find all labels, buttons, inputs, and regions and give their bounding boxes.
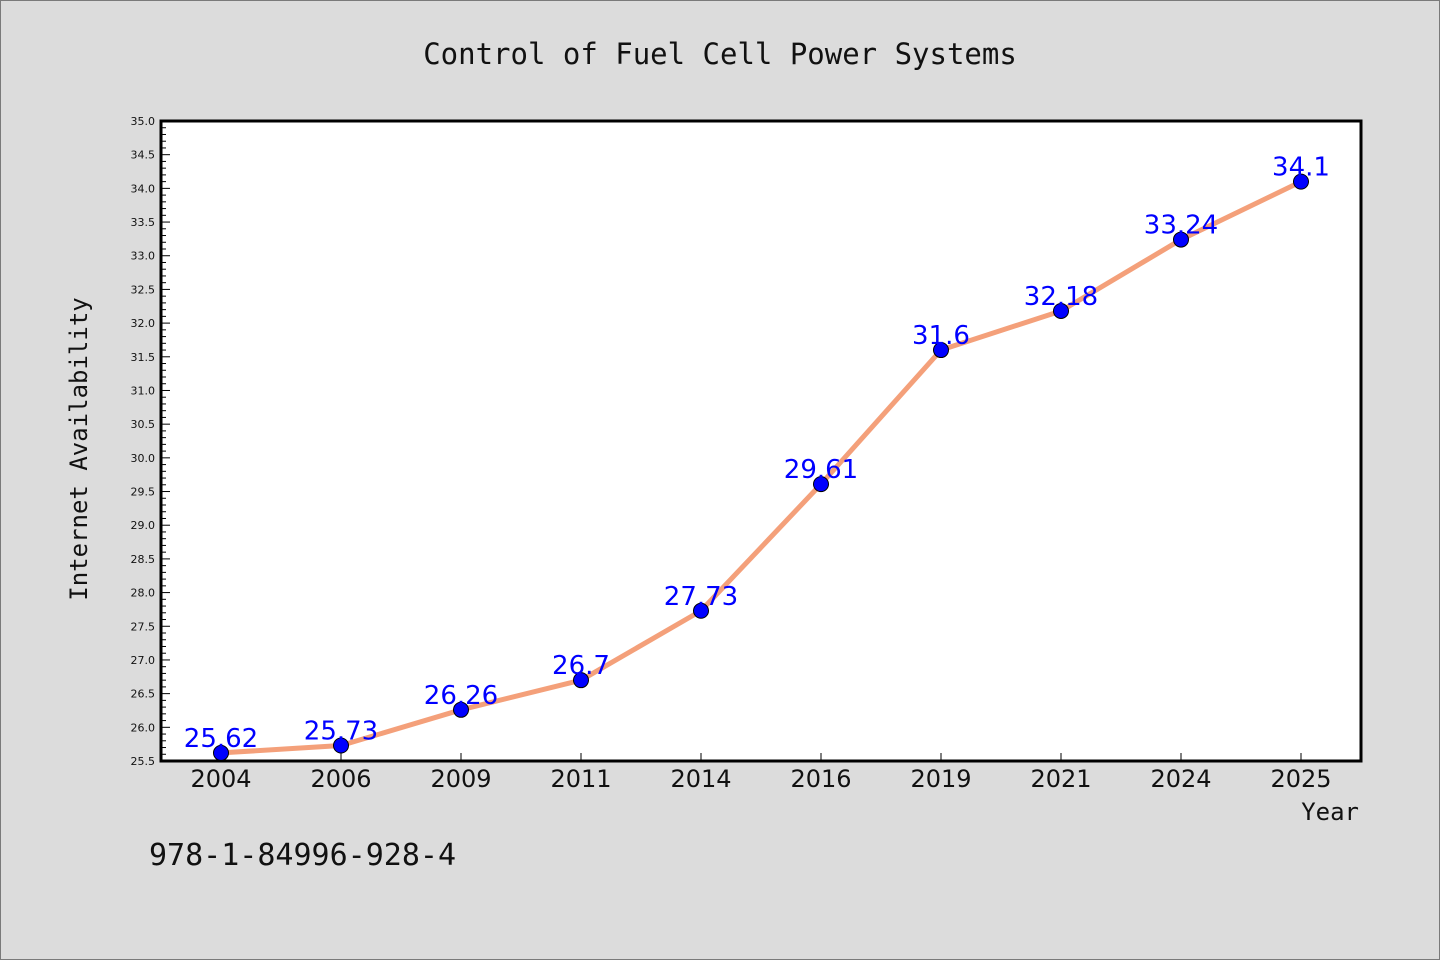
- y-tick-label: 25.5: [131, 755, 156, 768]
- data-label: 31.6: [912, 321, 970, 351]
- chart-title: Control of Fuel Cell Power Systems: [423, 37, 1017, 71]
- data-label: 33.24: [1144, 211, 1218, 241]
- y-tick-label: 34.5: [131, 149, 156, 162]
- y-tick-label: 31.0: [131, 384, 156, 397]
- x-tick-label: 2004: [190, 765, 251, 793]
- x-tick-label: 2019: [910, 765, 971, 793]
- y-tick-label: 33.5: [131, 216, 156, 229]
- y-tick-label: 32.0: [131, 317, 156, 330]
- data-label: 25.62: [184, 724, 258, 754]
- plot-area: [159, 119, 1363, 763]
- x-tick-label: 2011: [550, 765, 611, 793]
- data-point: [573, 672, 589, 689]
- data-point: [1173, 231, 1189, 248]
- data-label: 32.18: [1024, 282, 1098, 312]
- y-tick-label: 26.5: [131, 688, 156, 701]
- y-tick-label: 35.0: [131, 115, 156, 128]
- data-point: [1053, 302, 1069, 319]
- data-label: 34.1: [1272, 153, 1330, 183]
- y-axis-label: Internet Availability: [65, 297, 93, 600]
- data-label: 27.73: [664, 582, 738, 612]
- y-tick-label: 30.5: [131, 418, 156, 431]
- y-tick-label: 31.5: [131, 351, 156, 364]
- y-tick-label: 29.5: [131, 486, 156, 499]
- isbn-footnote: 978-1-84996-928-4: [149, 838, 456, 873]
- x-tick-label: 2006: [310, 765, 371, 793]
- y-tick-label: 27.0: [131, 654, 156, 667]
- y-tick-label: 30.0: [131, 452, 156, 465]
- data-label: 29.61: [784, 455, 858, 485]
- x-tick-label: 2024: [1150, 765, 1211, 793]
- y-axis-ticks: 25.5 26.0 26.5 27.0 27.5 28.0 28.5 29.0 29.5 30.0…: [131, 115, 170, 768]
- data-label: 26.7: [552, 651, 610, 681]
- x-tick-label: 2009: [430, 765, 491, 793]
- data-point: [453, 701, 469, 718]
- x-tick-label: 2025: [1270, 765, 1331, 793]
- data-label: 26.26: [424, 681, 498, 711]
- series-line: [218, 179, 1304, 756]
- x-tick-label: 2016: [790, 765, 851, 793]
- data-point: [813, 476, 829, 493]
- x-tick-label: 2014: [670, 765, 731, 793]
- data-point: [213, 744, 229, 761]
- data-point: [1293, 173, 1309, 190]
- x-tick-label: 2021: [1030, 765, 1091, 793]
- y-tick-label: 28.0: [131, 587, 156, 600]
- y-tick-label: 28.5: [131, 553, 156, 566]
- x-axis-label: Year: [1301, 798, 1359, 826]
- data-point: [333, 737, 349, 754]
- x-axis-ticks: 2004 2006 2009 2011 2014 2016 2019 2021 2024 2025: [190, 753, 1332, 793]
- y-tick-label: 34.0: [131, 182, 156, 195]
- y-tick-label: 26.0: [131, 721, 156, 734]
- y-tick-label: 32.5: [131, 283, 156, 296]
- y-tick-label: 29.0: [131, 519, 156, 532]
- data-point: [693, 602, 709, 619]
- y-tick-label: 33.0: [131, 250, 156, 263]
- data-labels: 25.62 25.73 26.26 26.7 27.73 29.61 31.6 32.18 33…: [184, 153, 1330, 754]
- data-point: [933, 342, 949, 359]
- y-tick-label: 27.5: [131, 620, 156, 633]
- data-label: 25.73: [304, 717, 378, 747]
- data-series: [213, 173, 1309, 761]
